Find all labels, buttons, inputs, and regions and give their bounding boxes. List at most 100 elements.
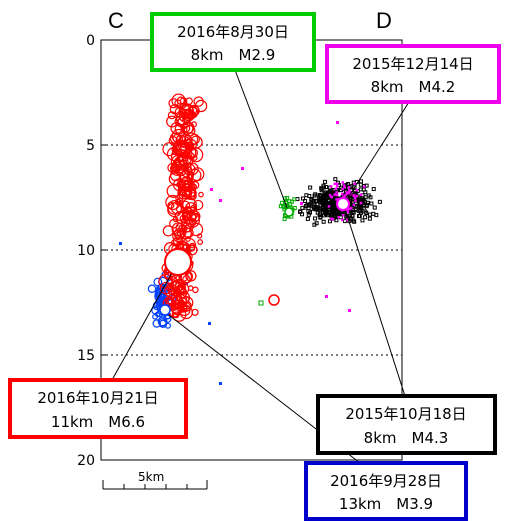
hypocenter-magenta xyxy=(329,185,333,188)
hypocenter-red xyxy=(190,204,196,211)
hypocenter-black xyxy=(365,200,370,205)
hypocenter-red xyxy=(178,159,189,170)
hypocenter-red xyxy=(181,207,193,218)
hypocenter-red xyxy=(180,227,186,233)
hypocenter-black xyxy=(318,215,323,220)
hypocenter-red xyxy=(187,285,194,291)
hypocenter-black xyxy=(334,218,339,223)
hypocenter-magenta xyxy=(346,210,350,214)
hypocenter-black xyxy=(342,219,347,224)
hypocenter-magenta xyxy=(336,184,339,188)
hypocenter-magenta xyxy=(340,192,344,196)
hypocenter-red xyxy=(173,142,187,156)
hypocenter-magenta xyxy=(354,199,357,202)
hypocenter-black xyxy=(368,195,373,200)
hypocenter-black xyxy=(364,210,369,215)
hypocenter-red xyxy=(172,293,188,309)
hypocenter-black xyxy=(324,206,329,211)
hypocenter-red xyxy=(174,99,182,107)
hypocenter-black xyxy=(303,205,308,210)
callout-detail: 8km M2.9 xyxy=(191,46,276,64)
hypocenter-red xyxy=(172,279,185,292)
hypocenter-black xyxy=(323,193,328,198)
hypocenter-red xyxy=(184,236,191,242)
main-shock-2016-09-28 xyxy=(159,304,171,316)
callout-date: 2016年9月28日 xyxy=(330,472,442,490)
hypocenter-magenta xyxy=(352,203,356,207)
hypocenter-green xyxy=(292,197,297,202)
hypocenter-blue xyxy=(164,322,171,329)
hypocenter-black xyxy=(307,203,312,208)
hypocenter-magenta xyxy=(335,193,339,197)
hypocenter-markers xyxy=(119,93,382,385)
hypocenter-magenta xyxy=(335,191,338,194)
hypocenter-black xyxy=(308,185,313,190)
hypocenter-black xyxy=(319,186,324,191)
hypocenter-red xyxy=(175,284,185,294)
hypocenter-magenta xyxy=(348,207,351,211)
leader-line xyxy=(345,211,406,397)
callout-2016-10-21: 2016年10月21日 11km M6.6 xyxy=(8,378,188,439)
hypocenter-magenta xyxy=(350,206,353,210)
hypocenter-red xyxy=(168,172,182,186)
hypocenter-black xyxy=(321,219,326,224)
hypocenter-black xyxy=(358,182,363,187)
hypocenter-black xyxy=(328,190,333,195)
section-label-right: D xyxy=(376,8,392,33)
callout-leader-lines xyxy=(111,69,410,464)
hypocenter-red xyxy=(268,294,280,306)
hypocenter-black xyxy=(309,206,314,211)
hypocenter-black xyxy=(314,207,319,212)
hypocenter-magenta xyxy=(340,218,344,222)
hypocenter-magenta xyxy=(241,167,244,170)
scale-bar: 5km xyxy=(102,470,208,490)
hypocenter-red xyxy=(167,202,183,218)
hypocenter-black xyxy=(313,216,318,221)
section-label-left: C xyxy=(108,8,124,33)
hypocenter-magenta xyxy=(341,187,344,191)
hypocenter-magenta xyxy=(327,205,331,208)
hypocenter-blue xyxy=(152,319,161,328)
hypocenter-black xyxy=(347,213,352,218)
hypocenter-black xyxy=(301,196,306,201)
hypocenter-green xyxy=(282,216,287,221)
hypocenter-black xyxy=(311,201,316,206)
hypocenter-blue xyxy=(147,284,157,294)
callout-detail: 8km M4.2 xyxy=(371,78,456,96)
hypocenter-green xyxy=(292,206,297,211)
hypocenter-red xyxy=(170,201,184,215)
y-tick-label: 15 xyxy=(77,348,95,364)
hypocenter-magenta xyxy=(344,194,347,197)
hypocenter-magenta xyxy=(300,202,303,205)
hypocenter-blue xyxy=(157,316,168,327)
hypocenter-red xyxy=(189,135,203,149)
hypocenter-blue xyxy=(152,313,158,320)
hypocenter-magenta xyxy=(359,193,363,197)
hypocenter-green xyxy=(280,200,285,205)
hypocenter-magenta xyxy=(342,214,345,217)
hypocenter-black xyxy=(332,211,337,216)
callout-boxes: 2016年8月30日 8km M2.9 2015年12月14日 8km M4.2… xyxy=(8,12,501,521)
hypocenter-magenta xyxy=(219,199,222,202)
hypocenter-magenta xyxy=(353,182,356,186)
hypocenter-magenta xyxy=(346,218,349,221)
hypocenter-magenta xyxy=(328,193,332,197)
hypocenter-red xyxy=(168,285,175,292)
hypocenter-red xyxy=(183,211,189,217)
hypocenter-magenta xyxy=(343,185,346,189)
hypocenter-red xyxy=(168,98,179,109)
hypocenter-black xyxy=(313,192,318,197)
hypocenter-black xyxy=(313,198,318,203)
callout-2016-09-28: 2016年9月28日 13km M3.9 xyxy=(304,461,468,521)
hypocenter-red xyxy=(183,162,192,172)
hypocenter-black xyxy=(303,199,308,204)
hypocenter-black xyxy=(295,197,300,202)
hypocenter-red xyxy=(190,121,197,128)
callout-detail: 8km M4.3 xyxy=(364,429,449,447)
hypocenter-blue xyxy=(154,291,165,302)
hypocenter-red xyxy=(172,311,180,319)
hypocenter-red xyxy=(180,218,195,233)
hypocenter-black xyxy=(317,193,322,198)
callout-detail: 13km M3.9 xyxy=(339,495,433,513)
